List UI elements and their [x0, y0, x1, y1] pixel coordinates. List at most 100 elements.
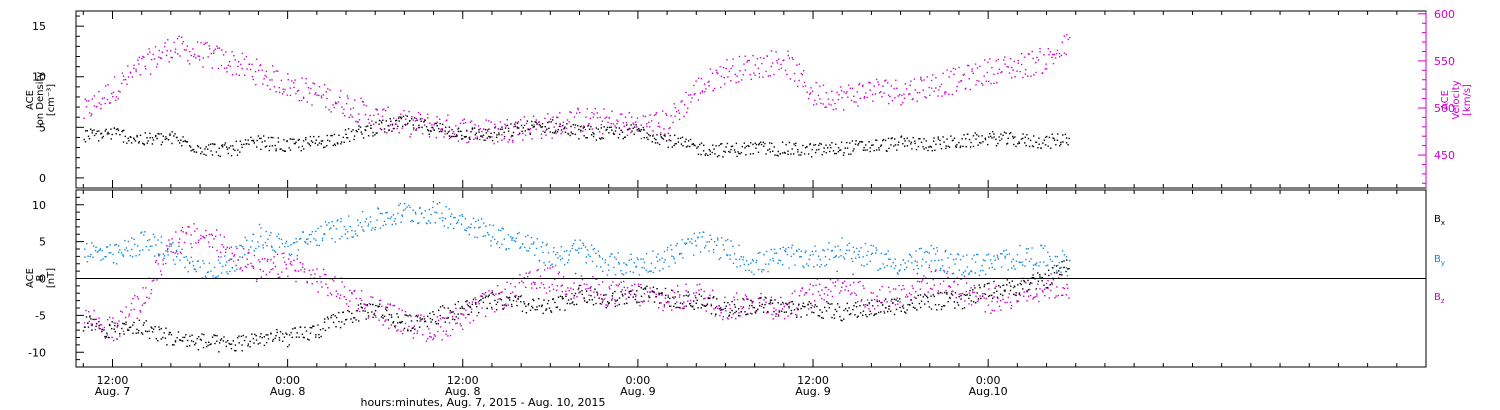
bz-point [916, 272, 918, 275]
bz-point [764, 296, 766, 298]
velocity-point [626, 134, 629, 136]
bx-point [386, 306, 388, 309]
bx-point [171, 344, 174, 346]
by-point [117, 251, 120, 253]
bx-point [899, 306, 901, 309]
bx-point [238, 342, 240, 344]
by-point [553, 247, 555, 249]
by-point [1000, 253, 1002, 255]
bx-point [319, 329, 322, 331]
by-point [808, 258, 810, 261]
by-point [811, 250, 813, 253]
by-point [234, 270, 236, 272]
density-point [642, 126, 644, 129]
bx-point [585, 290, 588, 292]
density-point [636, 129, 638, 131]
bz-point [930, 287, 932, 290]
by-point [710, 238, 713, 240]
bz-point [337, 293, 339, 295]
by-point [939, 269, 941, 271]
density-point [982, 141, 984, 143]
by-point [921, 264, 923, 267]
density-point [984, 138, 987, 141]
bz-point [241, 270, 243, 272]
bx-point [276, 331, 278, 334]
velocity-point [220, 64, 223, 67]
density-point [558, 125, 561, 128]
bx-point [761, 303, 763, 306]
density-tick-label: 0 [39, 172, 46, 185]
velocity-point [765, 70, 767, 73]
bx-point [638, 301, 640, 303]
bz-point [1044, 295, 1046, 297]
density-point [83, 138, 85, 141]
density-point [350, 130, 353, 133]
velocity-point [969, 88, 971, 91]
bx-point [958, 296, 960, 298]
velocity-point [778, 68, 780, 71]
bx-point [341, 321, 343, 323]
bz-point [283, 252, 285, 254]
bz-point [881, 285, 883, 288]
by-point [894, 258, 896, 260]
density-point [787, 150, 789, 152]
bx-point [543, 299, 545, 301]
bz-point [427, 338, 429, 340]
bx-point [845, 308, 847, 310]
bx-point [517, 296, 520, 298]
bz-point [777, 313, 779, 316]
bz-point [274, 265, 276, 268]
by-point [351, 236, 353, 238]
density-point [557, 129, 559, 131]
by-point [870, 253, 872, 256]
bz-point [171, 238, 173, 240]
bz-point [636, 300, 638, 303]
bz-point [973, 284, 975, 287]
velocity-point [599, 131, 601, 133]
bx-point [488, 294, 490, 296]
by-point [884, 253, 886, 256]
density-point [436, 125, 438, 127]
bz-point [551, 283, 553, 286]
bx-point [133, 321, 135, 324]
density-point [1026, 134, 1028, 136]
bx-point [263, 336, 265, 338]
bx-point [200, 339, 202, 341]
bx-point [516, 304, 518, 307]
by-point [1000, 266, 1003, 268]
bz-point [804, 305, 806, 308]
bz-point [182, 231, 184, 233]
bz-point [346, 303, 348, 305]
bx-point [511, 305, 513, 308]
density-point [677, 137, 679, 140]
by-point [654, 267, 657, 269]
density-point [617, 137, 620, 139]
by-point [289, 254, 291, 257]
velocity-point [93, 105, 96, 107]
bz-point [1067, 287, 1069, 289]
density-point [110, 128, 112, 130]
bz-point [1056, 286, 1058, 288]
by-point [785, 250, 787, 253]
density-point [813, 144, 815, 146]
velocity-point [448, 137, 451, 140]
by-point [538, 259, 541, 262]
bz-point [602, 281, 604, 283]
bz-point [144, 302, 147, 304]
density-point [342, 136, 344, 139]
bx-point [1039, 276, 1041, 278]
velocity-point [557, 116, 559, 119]
bx-point [643, 300, 645, 302]
bx-point [482, 301, 485, 304]
bz-point [190, 243, 192, 245]
time-axis-title: hours:minutes, Aug. 7, 2015 - Aug. 10, 2… [360, 396, 605, 409]
bz-point [247, 263, 249, 266]
density-point [959, 146, 961, 149]
by-point [534, 254, 536, 256]
bx-point [769, 299, 772, 301]
velocity-point [269, 79, 271, 81]
bx-point [828, 307, 830, 309]
bx-point [1026, 291, 1028, 293]
velocity-point [357, 121, 359, 123]
